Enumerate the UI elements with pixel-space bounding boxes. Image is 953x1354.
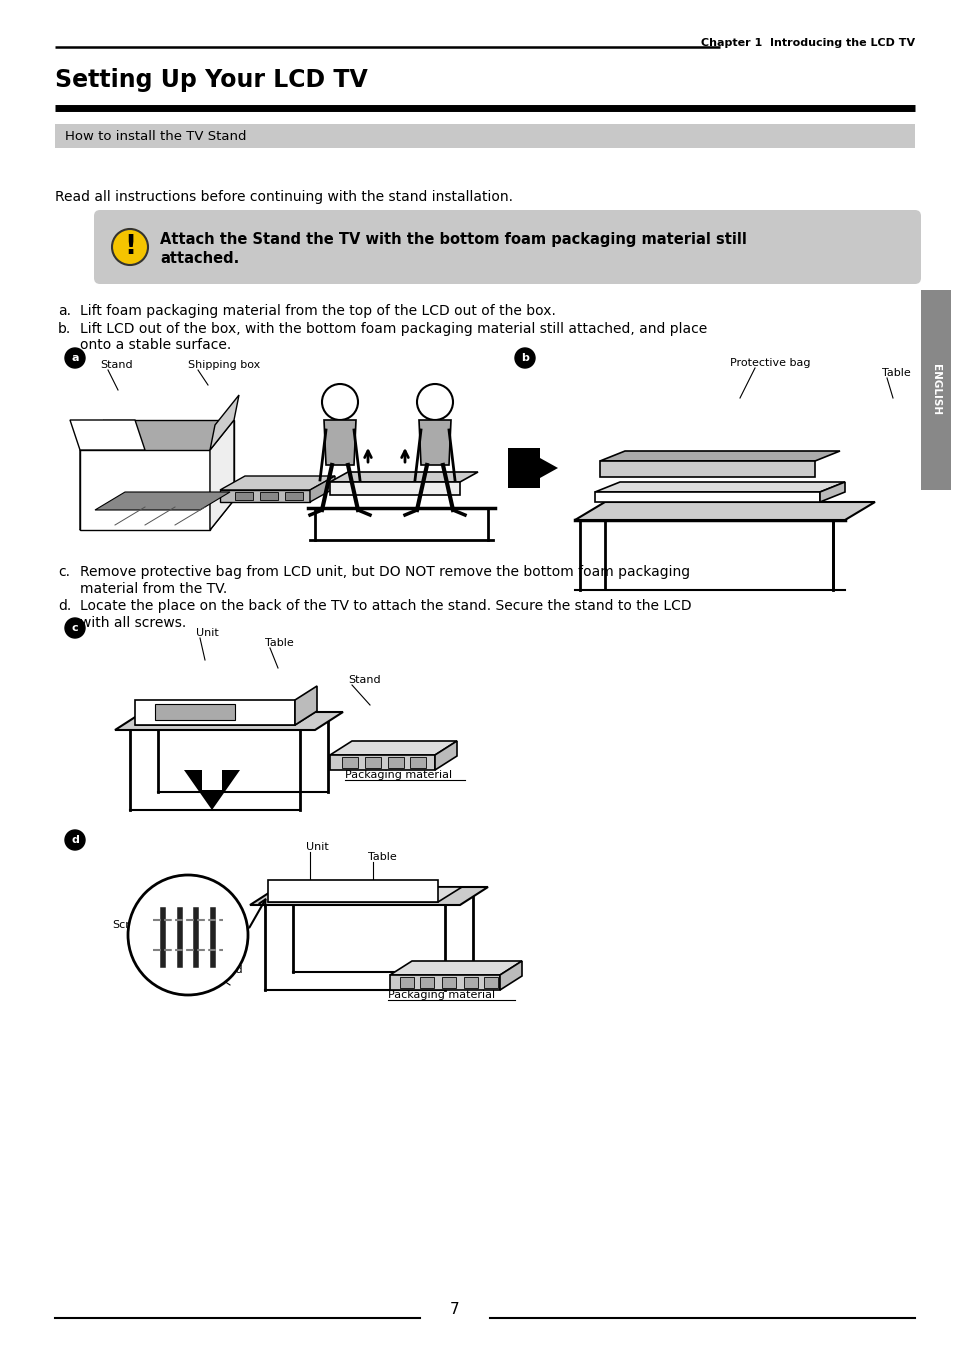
FancyBboxPatch shape [260, 492, 277, 500]
Text: Stand: Stand [348, 676, 380, 685]
Polygon shape [820, 482, 844, 502]
FancyBboxPatch shape [463, 978, 477, 988]
Polygon shape [310, 477, 335, 502]
Polygon shape [595, 492, 820, 502]
Polygon shape [390, 961, 521, 975]
FancyBboxPatch shape [285, 492, 303, 500]
Text: Unit: Unit [195, 628, 218, 638]
Polygon shape [80, 500, 233, 529]
FancyBboxPatch shape [410, 757, 426, 768]
Text: b: b [520, 353, 528, 363]
Text: Read all instructions before continuing with the stand installation.: Read all instructions before continuing … [55, 190, 513, 204]
Text: with all screws.: with all screws. [80, 616, 186, 630]
Text: !: ! [124, 234, 136, 260]
Text: onto a stable surface.: onto a stable surface. [80, 338, 231, 352]
FancyBboxPatch shape [483, 978, 497, 988]
Circle shape [416, 385, 453, 420]
Text: Screws: Screws [112, 919, 152, 930]
Polygon shape [95, 492, 230, 510]
Circle shape [65, 830, 85, 850]
Circle shape [112, 229, 148, 265]
Text: c.: c. [58, 565, 70, 580]
FancyBboxPatch shape [365, 757, 380, 768]
Text: How to install the TV Stand: How to install the TV Stand [65, 130, 246, 142]
Text: b.: b. [58, 322, 71, 336]
Polygon shape [595, 482, 844, 492]
Polygon shape [499, 961, 521, 990]
Polygon shape [104, 420, 233, 500]
Text: ENGLISH: ENGLISH [930, 364, 940, 416]
Polygon shape [80, 420, 104, 529]
Text: Chapter 1  Introducing the LCD TV: Chapter 1 Introducing the LCD TV [700, 38, 914, 47]
Polygon shape [599, 451, 840, 460]
FancyBboxPatch shape [399, 978, 414, 988]
Polygon shape [390, 975, 499, 990]
Text: Setting Up Your LCD TV: Setting Up Your LCD TV [55, 68, 367, 92]
Polygon shape [330, 473, 477, 482]
Text: Table: Table [882, 368, 910, 378]
FancyBboxPatch shape [94, 210, 920, 284]
Polygon shape [220, 490, 310, 502]
Polygon shape [115, 712, 343, 730]
Text: d: d [71, 835, 79, 845]
Circle shape [128, 875, 248, 995]
Polygon shape [294, 686, 316, 724]
Text: c: c [71, 623, 78, 634]
Text: Table: Table [368, 852, 396, 862]
Text: a.: a. [58, 305, 71, 318]
FancyBboxPatch shape [388, 757, 403, 768]
Polygon shape [268, 880, 437, 902]
Text: Protective bag: Protective bag [729, 357, 810, 368]
Text: Unit: Unit [306, 842, 329, 852]
Circle shape [515, 348, 535, 368]
FancyBboxPatch shape [920, 290, 950, 490]
Text: material from the TV.: material from the TV. [80, 582, 227, 596]
Text: Stand: Stand [100, 360, 132, 370]
Polygon shape [268, 887, 461, 902]
Polygon shape [330, 756, 435, 770]
Polygon shape [210, 395, 239, 450]
Polygon shape [184, 770, 240, 810]
FancyBboxPatch shape [341, 757, 357, 768]
Text: Shipping box: Shipping box [188, 360, 260, 370]
Circle shape [65, 617, 85, 638]
Polygon shape [575, 502, 874, 520]
Text: Stand: Stand [210, 965, 242, 975]
Polygon shape [599, 460, 814, 477]
Polygon shape [210, 420, 233, 529]
Polygon shape [324, 420, 355, 464]
Text: Lift LCD out of the box, with the bottom foam packaging material still attached,: Lift LCD out of the box, with the bottom… [80, 322, 706, 336]
Polygon shape [135, 700, 294, 724]
Polygon shape [507, 448, 558, 487]
Polygon shape [330, 482, 459, 496]
Polygon shape [418, 420, 451, 464]
Text: Locate the place on the back of the TV to attach the stand. Secure the stand to : Locate the place on the back of the TV t… [80, 598, 691, 613]
Circle shape [65, 348, 85, 368]
FancyBboxPatch shape [154, 704, 234, 720]
Polygon shape [80, 450, 210, 529]
Polygon shape [330, 741, 456, 756]
Text: Remove protective bag from LCD unit, but DO NOT remove the bottom foam packaging: Remove protective bag from LCD unit, but… [80, 565, 689, 580]
FancyBboxPatch shape [441, 978, 456, 988]
Polygon shape [135, 711, 316, 724]
Text: Packaging material: Packaging material [345, 770, 452, 780]
Polygon shape [435, 741, 456, 770]
Text: attached.: attached. [160, 250, 239, 265]
FancyBboxPatch shape [419, 978, 434, 988]
Text: a: a [71, 353, 79, 363]
Text: Table: Table [265, 638, 294, 649]
Text: 7: 7 [450, 1303, 459, 1317]
Text: d.: d. [58, 598, 71, 613]
Polygon shape [70, 420, 145, 450]
Polygon shape [250, 887, 488, 904]
Polygon shape [220, 477, 335, 490]
FancyBboxPatch shape [234, 492, 253, 500]
Text: Attach the Stand the TV with the bottom foam packaging material still: Attach the Stand the TV with the bottom … [160, 232, 746, 246]
FancyBboxPatch shape [55, 125, 914, 148]
Text: Packaging material: Packaging material [388, 990, 495, 1001]
Text: Lift foam packaging material from the top of the LCD out of the box.: Lift foam packaging material from the to… [80, 305, 556, 318]
Circle shape [322, 385, 357, 420]
